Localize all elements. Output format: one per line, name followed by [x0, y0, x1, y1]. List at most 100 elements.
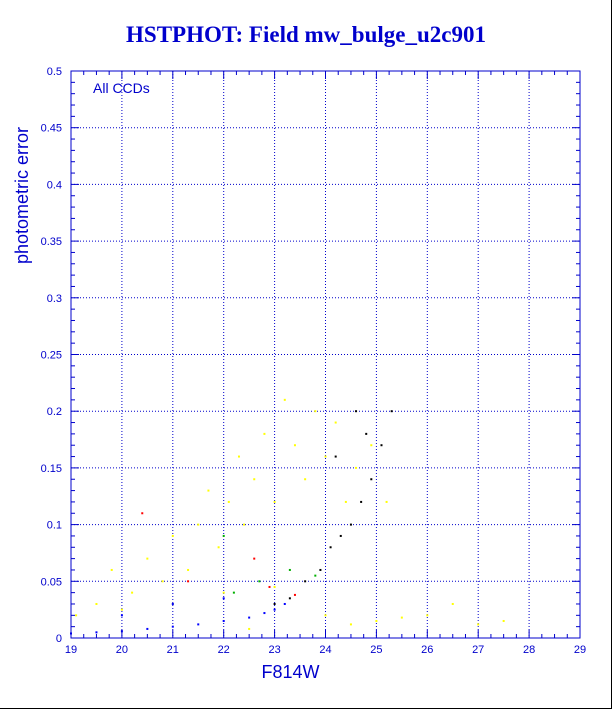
x-tick-label: 26: [421, 644, 433, 656]
data-point: [339, 534, 342, 537]
data-point: [222, 591, 225, 594]
y-tick-label: 0.35: [41, 236, 62, 248]
data-point: [273, 500, 276, 503]
data-point: [314, 574, 317, 577]
data-point: [171, 534, 174, 537]
x-tick-label: 29: [574, 644, 586, 656]
data-point: [385, 500, 388, 503]
data-point: [232, 591, 235, 594]
data-point: [222, 597, 225, 600]
data-point: [248, 627, 251, 630]
y-tick-label: 0.2: [47, 406, 62, 418]
data-point: [237, 455, 240, 458]
data-point: [207, 489, 210, 492]
data-point: [390, 410, 393, 413]
x-tick-label: 20: [116, 644, 128, 656]
data-point: [222, 619, 225, 622]
data-point: [349, 623, 352, 626]
data-point: [334, 455, 337, 458]
data-point: [248, 616, 251, 619]
data-point: [349, 523, 352, 526]
data-point: [314, 410, 317, 413]
data-point: [222, 534, 225, 537]
x-tick-label: 24: [319, 644, 331, 656]
y-tick-label: 0.05: [41, 576, 62, 588]
data-point: [293, 444, 296, 447]
data-point: [273, 585, 276, 588]
data-points: [70, 398, 505, 635]
data-point: [120, 608, 123, 611]
x-tick-label: 23: [268, 644, 280, 656]
data-point: [263, 612, 266, 615]
data-point: [329, 546, 332, 549]
data-point: [75, 614, 78, 617]
data-point: [400, 616, 403, 619]
data-point: [324, 455, 327, 458]
data-point: [171, 602, 174, 605]
data-point: [197, 523, 200, 526]
data-point: [187, 568, 190, 571]
y-tick-label: 0: [56, 633, 62, 645]
y-tick-label: 0.4: [47, 179, 62, 191]
data-point: [197, 623, 200, 626]
data-point: [268, 585, 271, 588]
data-point: [334, 421, 337, 424]
x-tick-label: 27: [472, 644, 484, 656]
data-point: [263, 432, 266, 435]
y-tick-label: 0.1: [47, 520, 62, 532]
y-tick-label: 0.45: [41, 123, 62, 135]
data-point: [258, 580, 261, 583]
data-point: [355, 466, 358, 469]
y-axis-label: photometric error: [12, 127, 32, 264]
data-point: [365, 432, 368, 435]
data-point: [380, 444, 383, 447]
data-point: [217, 546, 220, 549]
y-tick-label: 0.5: [47, 66, 62, 78]
x-tick-label: 28: [523, 644, 535, 656]
x-axis-label: F814W: [261, 662, 319, 682]
data-point: [319, 568, 322, 571]
grid-lines: [71, 71, 580, 638]
data-point: [426, 614, 429, 617]
data-point: [95, 631, 98, 634]
axis-ticks: 19 20 21 22 23 24 25 26 27 28 29 0 0.05 0.1 0.15 0.2 0.2…: [41, 66, 587, 656]
data-point: [141, 512, 144, 515]
data-point: [288, 568, 291, 571]
data-point: [283, 398, 286, 401]
data-point: [110, 568, 113, 571]
y-tick-label: 0.15: [41, 463, 62, 475]
x-tick-label: 25: [370, 644, 382, 656]
data-point: [253, 557, 256, 560]
data-point: [273, 608, 276, 611]
data-point: [95, 602, 98, 605]
data-point: [344, 500, 347, 503]
data-point: [451, 602, 454, 605]
data-point: [370, 444, 373, 447]
data-point: [283, 602, 286, 605]
data-point: [304, 580, 307, 583]
data-point: [161, 580, 164, 583]
data-point: [131, 591, 134, 594]
data-point: [304, 478, 307, 481]
data-point: [273, 602, 276, 605]
x-tick-label: 21: [167, 644, 179, 656]
chart-title: HSTPHOT: Field mw_bulge_u2c901: [126, 22, 486, 47]
data-point: [324, 614, 327, 617]
data-point: [293, 593, 296, 596]
data-point: [502, 619, 505, 622]
data-point: [187, 580, 190, 583]
data-point: [355, 410, 358, 413]
data-point: [146, 557, 149, 560]
data-point: [253, 478, 256, 481]
data-point: [360, 500, 363, 503]
data-point: [243, 523, 246, 526]
data-point: [227, 500, 230, 503]
data-point: [370, 478, 373, 481]
y-tick-label: 0.25: [41, 350, 62, 362]
data-point: [375, 619, 378, 622]
data-point: [120, 614, 123, 617]
annotation-all-ccds: All CCDs: [93, 80, 150, 96]
data-point: [171, 625, 174, 628]
y-tick-label: 0.3: [47, 293, 62, 305]
